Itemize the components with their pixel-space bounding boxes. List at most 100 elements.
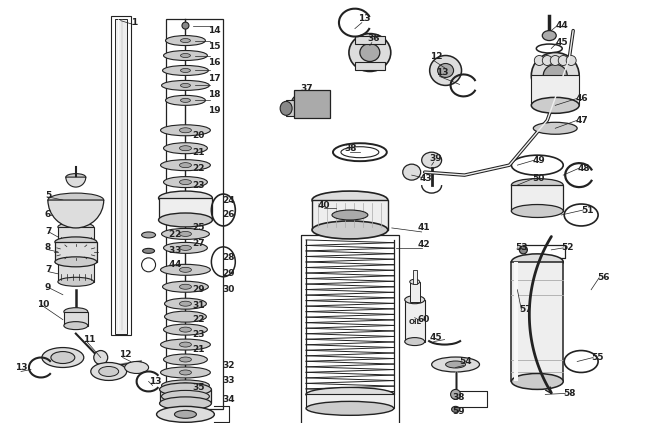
Ellipse shape (164, 354, 207, 365)
Text: 39: 39 (430, 153, 442, 163)
Bar (64, 312, 88, 326)
Bar (531, 75, 579, 105)
Text: 29: 29 (222, 269, 235, 278)
Bar (159, 389, 211, 403)
Text: 4: 4 (174, 260, 181, 269)
Bar (306, 394, 394, 408)
Ellipse shape (42, 348, 84, 368)
Ellipse shape (543, 64, 567, 86)
Ellipse shape (531, 98, 579, 113)
Ellipse shape (179, 383, 192, 388)
Ellipse shape (164, 298, 207, 309)
Text: 2: 2 (174, 230, 181, 240)
Text: 43: 43 (420, 173, 432, 183)
Ellipse shape (64, 322, 88, 329)
Text: 35: 35 (192, 383, 205, 392)
Ellipse shape (405, 296, 424, 304)
Text: 21: 21 (192, 148, 205, 157)
Ellipse shape (437, 64, 454, 78)
Bar (514, 262, 518, 382)
Ellipse shape (161, 125, 211, 136)
Ellipse shape (159, 383, 211, 396)
Ellipse shape (280, 101, 292, 115)
Text: 12: 12 (430, 52, 442, 61)
Text: 45: 45 (555, 38, 568, 47)
Ellipse shape (179, 327, 192, 332)
Ellipse shape (51, 351, 75, 363)
Text: 13: 13 (15, 363, 27, 372)
Ellipse shape (446, 361, 465, 368)
Text: 54: 54 (460, 357, 472, 366)
Text: 49: 49 (532, 156, 545, 165)
Bar (301, 235, 398, 424)
Text: 51: 51 (581, 206, 593, 215)
Ellipse shape (162, 380, 209, 391)
Bar (286, 100, 300, 116)
Ellipse shape (68, 212, 84, 218)
Text: 23: 23 (192, 330, 205, 339)
Ellipse shape (58, 223, 94, 232)
Ellipse shape (161, 264, 211, 275)
Text: 24: 24 (222, 195, 235, 204)
Ellipse shape (332, 210, 368, 220)
Bar (58, 227, 94, 245)
Ellipse shape (512, 374, 563, 389)
Text: OIL: OIL (408, 319, 421, 325)
Text: 13: 13 (149, 377, 161, 386)
Text: 33: 33 (222, 376, 235, 385)
Ellipse shape (432, 357, 480, 372)
Ellipse shape (162, 81, 209, 90)
Text: 14: 14 (209, 26, 221, 35)
Text: 18: 18 (209, 90, 221, 99)
Text: 4: 4 (168, 260, 175, 269)
Ellipse shape (58, 240, 94, 249)
Text: 23: 23 (192, 181, 205, 190)
Wedge shape (48, 200, 104, 228)
Text: 46: 46 (575, 94, 588, 103)
Ellipse shape (542, 31, 556, 41)
Ellipse shape (66, 173, 86, 181)
Ellipse shape (306, 402, 394, 416)
Text: 27: 27 (192, 240, 205, 248)
Text: 56: 56 (597, 273, 610, 282)
Text: 47: 47 (575, 116, 588, 125)
Ellipse shape (142, 248, 155, 254)
Ellipse shape (55, 257, 97, 267)
Ellipse shape (405, 338, 424, 346)
Ellipse shape (162, 229, 209, 240)
Text: 37: 37 (300, 84, 313, 93)
Text: 38: 38 (344, 144, 356, 153)
Bar (58, 264, 94, 282)
Ellipse shape (179, 245, 192, 251)
Ellipse shape (360, 44, 380, 61)
Ellipse shape (164, 50, 207, 61)
Ellipse shape (306, 388, 394, 402)
Ellipse shape (531, 53, 579, 98)
Ellipse shape (551, 56, 560, 65)
Text: 48: 48 (577, 164, 590, 173)
Ellipse shape (162, 281, 209, 292)
Text: 3: 3 (168, 246, 175, 255)
Text: 57: 57 (519, 305, 532, 314)
Ellipse shape (64, 308, 88, 315)
Bar (405, 300, 424, 342)
Ellipse shape (179, 146, 192, 151)
Text: 44: 44 (555, 21, 568, 30)
Ellipse shape (534, 56, 544, 65)
Ellipse shape (291, 95, 305, 113)
Bar (355, 62, 385, 70)
Text: 20: 20 (192, 131, 205, 140)
Ellipse shape (181, 68, 190, 73)
Text: 59: 59 (452, 407, 465, 416)
Ellipse shape (161, 367, 211, 378)
Ellipse shape (181, 53, 190, 58)
Ellipse shape (99, 366, 119, 377)
Ellipse shape (94, 351, 108, 365)
Text: 10: 10 (37, 300, 49, 309)
Ellipse shape (157, 406, 215, 422)
Bar (114, 19, 127, 334)
Wedge shape (66, 177, 86, 187)
Ellipse shape (403, 164, 421, 180)
Ellipse shape (164, 243, 207, 254)
Ellipse shape (542, 56, 552, 65)
